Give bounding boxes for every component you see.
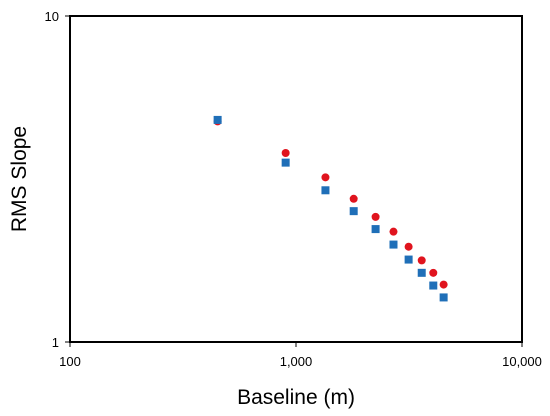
x-axis-title: Baseline (m) — [237, 386, 355, 409]
x-tick-label: 100 — [59, 354, 81, 369]
data-point-square — [429, 281, 438, 290]
data-point-square — [417, 268, 426, 277]
data-point-circle — [429, 268, 438, 277]
data-point-square — [213, 115, 222, 124]
data-point-square — [321, 186, 330, 195]
data-point-circle — [439, 280, 448, 289]
y-axis-ticks: 1 10 — [45, 9, 70, 350]
data-point-square — [371, 225, 380, 234]
x-axis-ticks: 100 1,000 10,000 — [59, 342, 542, 369]
y-tick-label: 10 — [45, 9, 59, 24]
data-point-square — [439, 293, 448, 302]
plot-area — [69, 15, 523, 343]
data-point-square — [404, 255, 413, 264]
data-point-square — [281, 158, 290, 167]
data-point-circle — [349, 194, 358, 203]
x-tick-label: 1,000 — [280, 354, 313, 369]
data-point-circle — [404, 242, 413, 251]
data-points — [213, 115, 448, 302]
data-point-circle — [281, 148, 290, 157]
data-point-circle — [321, 173, 330, 182]
data-point-square — [389, 240, 398, 249]
data-point-circle — [371, 212, 380, 221]
data-point-square — [349, 207, 358, 216]
series-2 — [213, 115, 448, 302]
y-tick-label: 1 — [52, 335, 59, 350]
data-point-circle — [389, 227, 398, 236]
data-point-circle — [417, 256, 426, 265]
x-tick-label: 10,000 — [502, 354, 542, 369]
y-axis-title: RMS Slope — [8, 126, 31, 232]
